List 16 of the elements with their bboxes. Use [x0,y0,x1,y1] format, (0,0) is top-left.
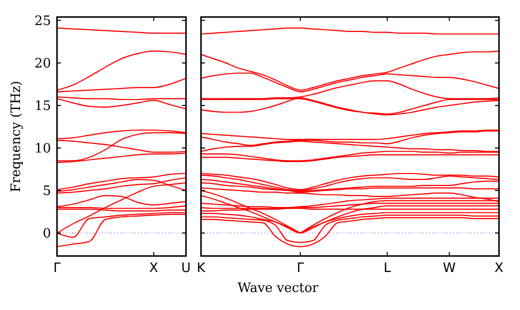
x-tick-label: W [442,261,456,276]
y-tick-label: 15 [34,99,51,114]
x-tick-label: Γ [53,261,62,276]
x-tick-label: K [196,261,206,276]
x-tick-label: X [494,261,504,276]
y-tick-label: 5 [42,184,51,200]
y-tick-label: 25 [34,14,51,29]
x-tick-label: X [149,261,158,276]
y-tick-label: 20 [34,56,51,72]
x-axis-title: Wave vector [238,281,320,296]
y-axis-title: Frequency (THz) [9,80,24,192]
y-tick-label: 0 [42,226,51,242]
x-tick-label: L [384,261,392,276]
x-tick-label: U [181,261,191,276]
x-tick-label: Γ [296,261,305,276]
y-tick-label: 10 [34,142,51,157]
